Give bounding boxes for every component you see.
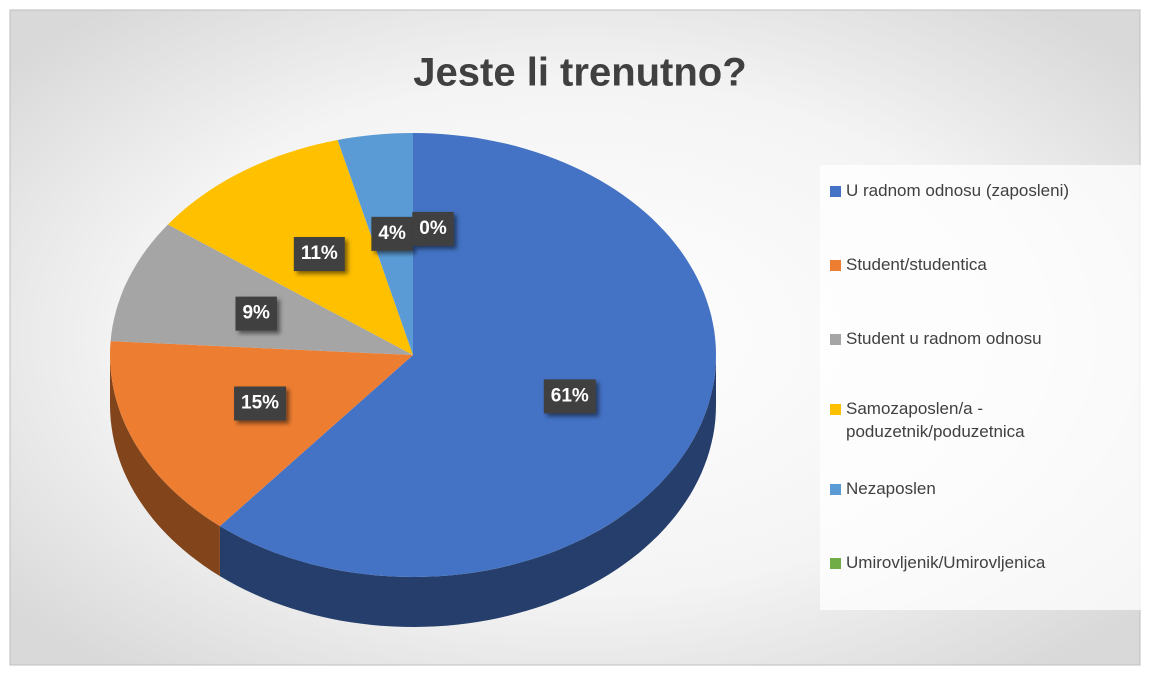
legend-label: Samozaposlen/a - poduzetnik/poduzetnica — [846, 399, 1025, 441]
pie-side — [110, 355, 220, 577]
legend-swatch — [830, 260, 841, 271]
data-label-box — [412, 211, 454, 246]
legend-label: Student u radnom odnosu — [846, 329, 1042, 348]
chart-title: Jeste li trenutno? — [413, 51, 746, 95]
legend-label: Umirovljenik/Umirovljenica — [846, 553, 1046, 572]
legend-item: Nezaposlen — [830, 477, 1146, 500]
data-label-box — [234, 386, 287, 421]
data-label: 4% — [371, 216, 413, 251]
data-label-text: 4% — [378, 223, 406, 244]
data-label: 9% — [235, 296, 277, 331]
legend-swatch — [830, 404, 841, 415]
legend-label: Nezaposlen — [846, 479, 936, 498]
legend-item: Umirovljenik/Umirovljenica — [830, 551, 1146, 574]
pie-slice — [167, 140, 413, 355]
legend-swatch — [830, 558, 841, 569]
legend-swatch — [830, 186, 841, 197]
data-label: 15% — [234, 386, 287, 421]
legend-item: U radnom odnosu (zaposleni) — [830, 179, 1146, 202]
data-label-box — [235, 296, 277, 331]
legend-label: Student/studentica — [846, 255, 987, 274]
data-label-text: 61% — [551, 385, 589, 406]
data-label-text: 9% — [242, 303, 270, 324]
pie-slice — [219, 133, 716, 577]
data-label-box — [543, 379, 596, 414]
pie-side — [219, 355, 716, 627]
data-label-text: 15% — [241, 393, 279, 414]
legend-item: Student u radnom odnosu — [830, 327, 1146, 350]
legend-item: Samozaposlen/a - poduzetnik/poduzetnica — [830, 397, 1146, 443]
pie: 61% 15% 9% 11% 4% 0% — [110, 133, 716, 627]
data-label-text: 0% — [419, 218, 447, 239]
data-label: 61% — [543, 379, 596, 414]
legend-label: U radnom odnosu (zaposleni) — [846, 181, 1070, 200]
data-label-box — [293, 237, 345, 272]
data-label-box — [371, 216, 413, 251]
data-label: 11% — [293, 237, 345, 272]
legend-item: Student/studentica — [830, 253, 1146, 276]
data-label: 0% — [412, 211, 454, 246]
data-label-text: 11% — [301, 243, 338, 264]
pie-slice — [110, 341, 413, 527]
legend-swatch — [830, 484, 841, 495]
legend: U radnom odnosu (zaposleni) Student/stude… — [820, 165, 1142, 610]
legend-swatch — [830, 334, 841, 345]
pie-slice — [110, 224, 413, 355]
